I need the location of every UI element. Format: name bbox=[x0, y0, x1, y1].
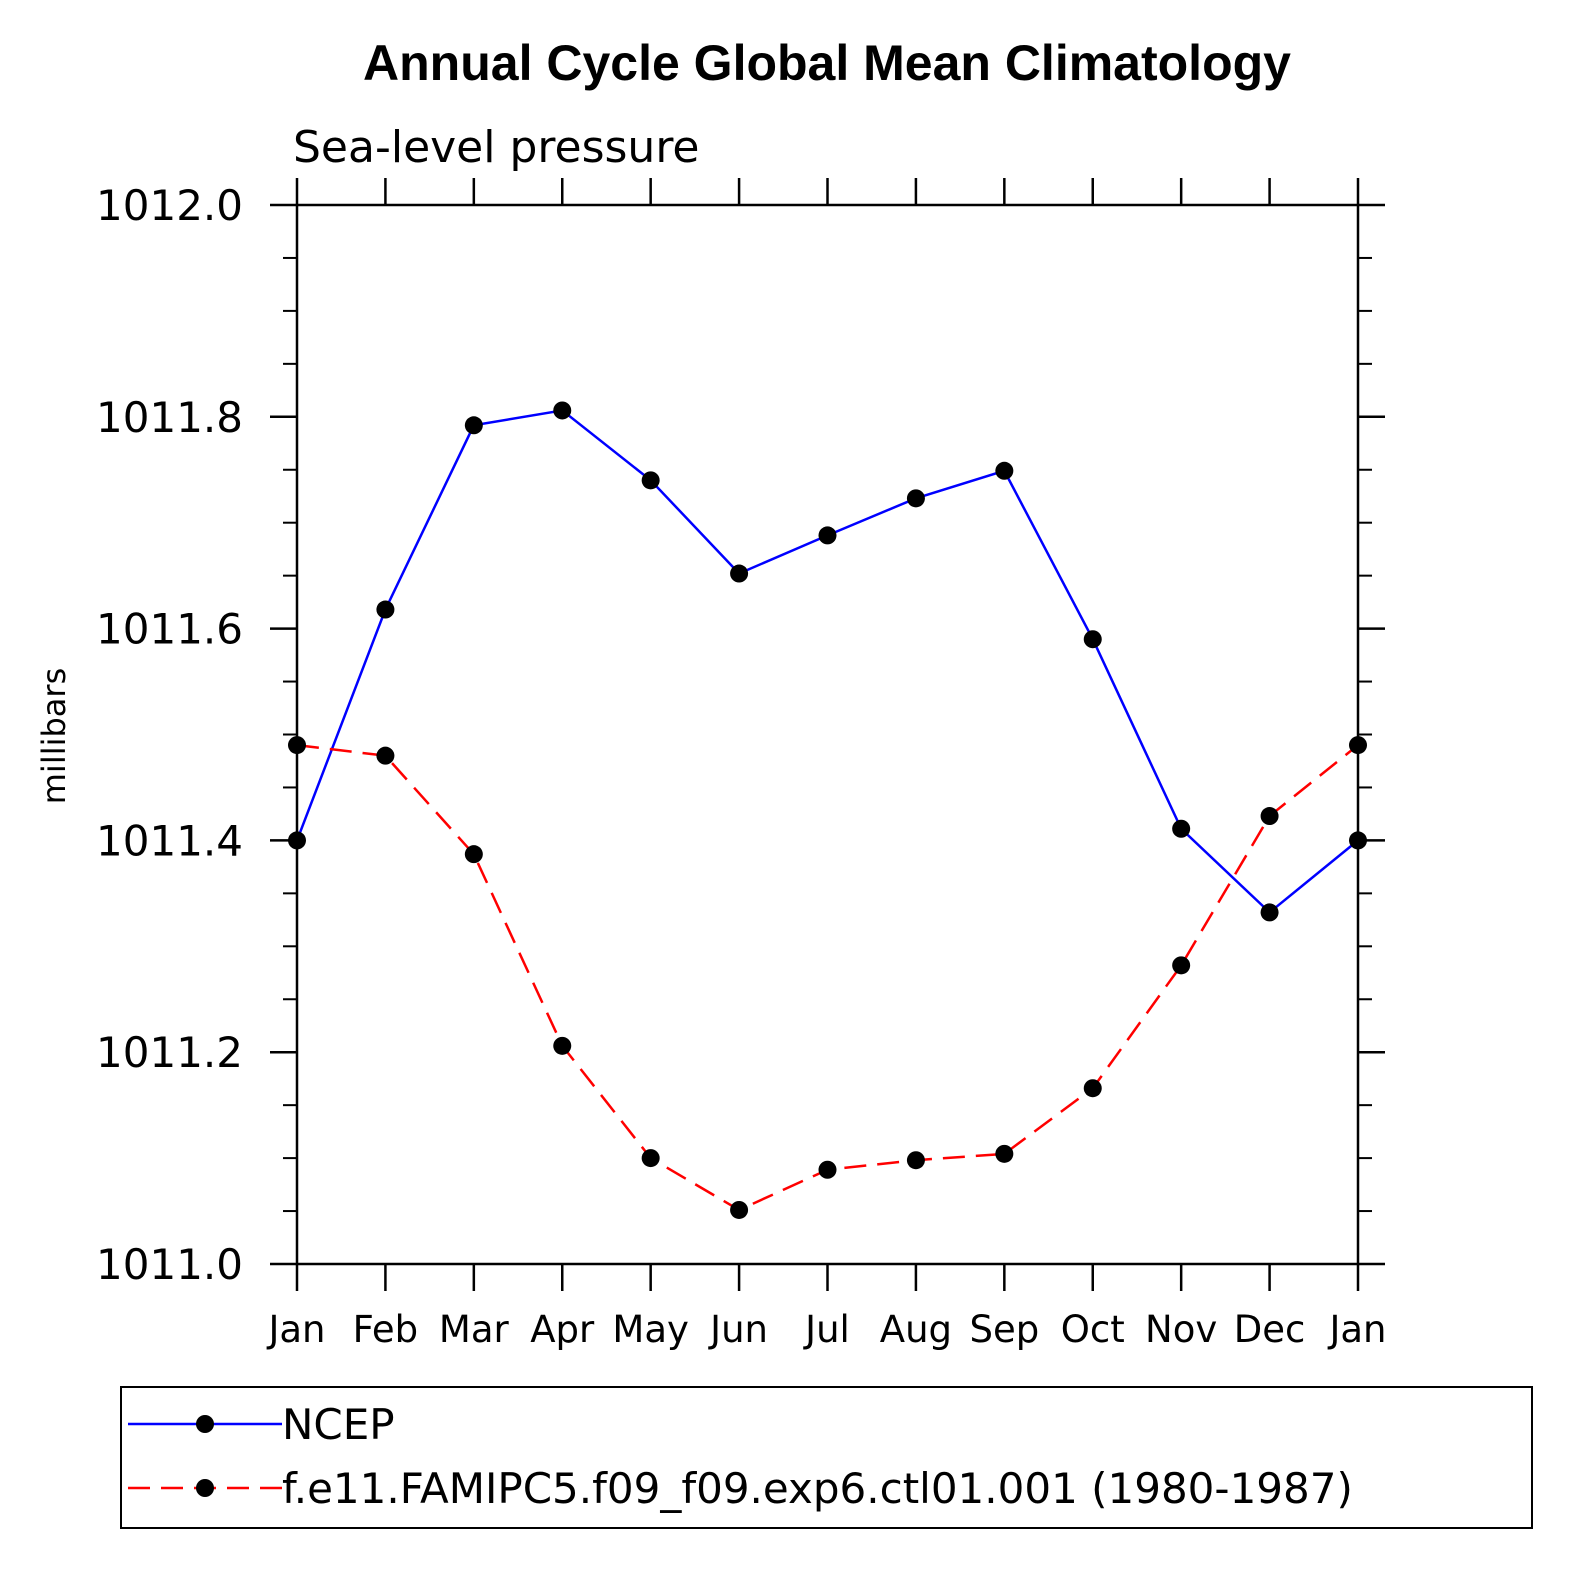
data-point bbox=[288, 831, 306, 850]
x-tick-label: Sep bbox=[969, 1308, 1039, 1351]
series-line-1 bbox=[296, 743, 1359, 1212]
data-point bbox=[464, 845, 483, 864]
x-tick-label: Nov bbox=[1145, 1308, 1217, 1351]
data-point bbox=[906, 1151, 925, 1170]
legend-label-model: f.e11.FAMIPC5.f09_f09.exp6.ctl01.001 (19… bbox=[282, 1464, 1353, 1513]
x-tick-label: Jan bbox=[266, 1308, 325, 1351]
x-tick-label: Mar bbox=[439, 1308, 510, 1351]
legend-marker-model bbox=[196, 1479, 214, 1497]
data-point bbox=[730, 564, 749, 583]
plot-frame bbox=[295, 203, 1360, 1266]
chart-title: Annual Cycle Global Mean Climatology bbox=[363, 35, 1291, 91]
x-axis-ticks: Jan Feb Mar Apr May Jun Jul Aug Sep Oct Nov Dec Jan bbox=[266, 178, 1387, 1351]
y-tick-label: 1012.0 bbox=[96, 181, 243, 230]
x-tick-label: Oct bbox=[1061, 1308, 1125, 1351]
data-point bbox=[376, 600, 395, 619]
x-tick-label: Feb bbox=[353, 1308, 419, 1351]
chart-subtitle: Sea-level pressure bbox=[293, 122, 700, 173]
legend-label-ncep: NCEP bbox=[282, 1400, 395, 1449]
data-point bbox=[641, 1149, 660, 1168]
y-tick-label: 1011.0 bbox=[96, 1240, 243, 1289]
data-point bbox=[1260, 807, 1279, 826]
series-layer bbox=[288, 401, 1367, 1219]
data-point bbox=[641, 471, 660, 490]
data-point bbox=[553, 401, 572, 420]
data-point bbox=[818, 526, 837, 545]
legend: NCEP f.e11.FAMIPC5.f09_f09.exp6.ctl01.00… bbox=[120, 1386, 1533, 1529]
data-point bbox=[995, 461, 1014, 480]
x-tick-label: Aug bbox=[880, 1308, 952, 1351]
x-tick-label: Jun bbox=[708, 1308, 768, 1351]
data-point bbox=[1349, 831, 1367, 850]
data-point bbox=[818, 1160, 837, 1179]
x-tick-label: May bbox=[612, 1308, 689, 1351]
x-tick-label: Jul bbox=[803, 1308, 850, 1351]
y-tick-label: 1011.8 bbox=[96, 393, 243, 442]
x-tick-label: Apr bbox=[530, 1308, 595, 1351]
y-tick-label: 1011.4 bbox=[96, 816, 243, 865]
data-point bbox=[376, 746, 395, 765]
data-point bbox=[730, 1200, 749, 1219]
series-line-0 bbox=[295, 409, 1359, 915]
data-point bbox=[1083, 630, 1102, 649]
data-point bbox=[1349, 736, 1367, 755]
data-point bbox=[288, 736, 306, 755]
x-tick-label: Dec bbox=[1234, 1308, 1306, 1351]
y-axis-ticks: 1011.0 1011.2 1011.4 1011.6 1011.8 1012.0 bbox=[96, 181, 1385, 1289]
data-point bbox=[1172, 956, 1191, 975]
y-tick-label: 1011.6 bbox=[96, 605, 243, 654]
data-point bbox=[464, 416, 483, 435]
data-point bbox=[1172, 819, 1191, 838]
x-tick-label: Jan bbox=[1327, 1308, 1386, 1351]
data-point bbox=[553, 1036, 572, 1055]
data-point bbox=[1083, 1079, 1102, 1098]
data-point bbox=[906, 489, 925, 508]
legend-box bbox=[120, 1386, 1533, 1529]
data-point bbox=[1260, 903, 1279, 922]
y-axis-label: millibars bbox=[35, 668, 73, 804]
y-tick-label: 1011.2 bbox=[96, 1028, 243, 1077]
legend-marker-ncep bbox=[196, 1415, 214, 1433]
data-point bbox=[995, 1144, 1014, 1163]
